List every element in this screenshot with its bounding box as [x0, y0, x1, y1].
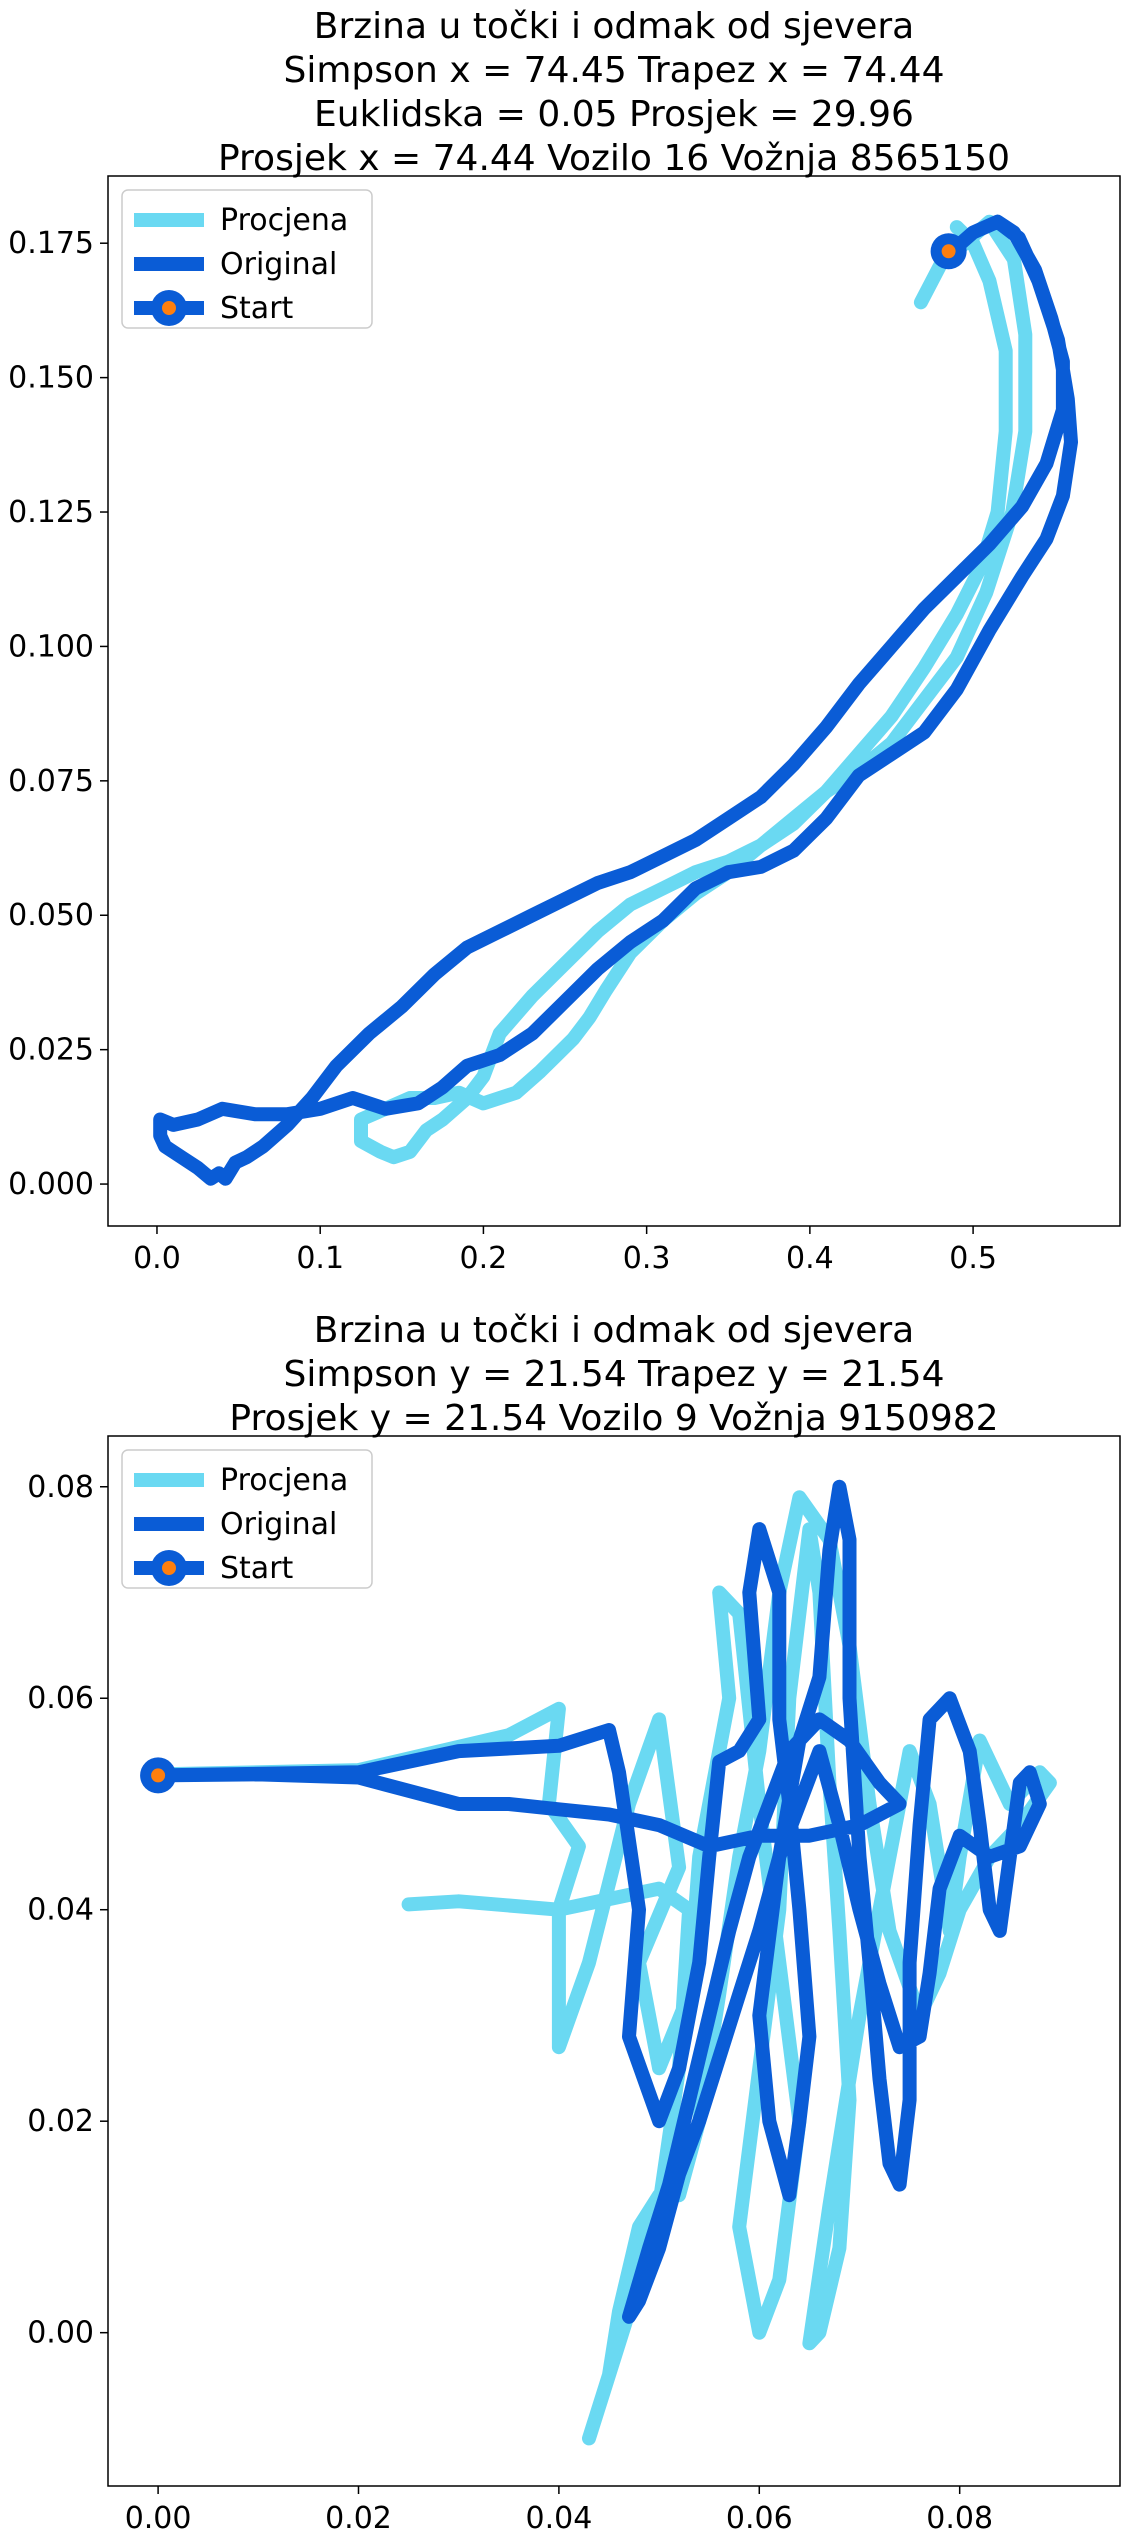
chart-2-title: Brzina u točki i odmak od sjevera Simpso…: [229, 1310, 998, 1439]
y-tick-label: 0.100: [8, 629, 94, 664]
chart-2-title-line-3: Prosjek y = 21.54 Vozilo 9 Vožnja 915098…: [229, 1398, 998, 1439]
chart-2-y-axis: 0.00 0.02 0.04 0.06 0.08: [27, 1470, 108, 2351]
y-tick-label: 0.175: [8, 226, 94, 261]
series-line-original: [151, 1479, 1047, 2324]
chart-1-title-line-4: Prosjek x = 74.44 Vozilo 16 Vožnja 85651…: [218, 138, 1010, 179]
start-marker-center: [941, 244, 956, 259]
x-tick-label: 0.00: [125, 2501, 192, 2534]
chart-1-legend: Procjena Original Start: [121, 189, 373, 329]
legend-label-start: Start: [220, 1551, 294, 1586]
y-tick-label: 0.00: [27, 2316, 94, 2351]
chart-1-title-line-1: Brzina u točki i odmak od sjevera: [314, 6, 915, 47]
x-tick-label: 0.3: [623, 1241, 671, 1276]
series-line-procjena: [354, 214, 1033, 1165]
chart-1-title: Brzina u točki i odmak od sjevera Simpso…: [218, 6, 1010, 179]
chart-1-y-axis: 0.000 0.025 0.050 0.075 0.100 0.125 0.150 0.175: [8, 226, 108, 1202]
x-tick-label: 0.1: [296, 1241, 344, 1276]
chart-1: Brzina u točki i odmak od sjevera Simpso…: [8, 6, 1121, 1276]
x-tick-label: 0.4: [786, 1241, 834, 1276]
y-tick-label: 0.150: [8, 361, 94, 396]
chart-2-axes-frame: [107, 1435, 1121, 2487]
start-marker-center: [151, 1768, 166, 1783]
chart-1-x-axis: 0.0 0.1 0.2 0.3 0.4 0.5: [133, 1226, 997, 1276]
y-tick-label: 0.000: [8, 1167, 94, 1202]
y-tick-label: 0.025: [8, 1033, 94, 1068]
chart-1-series-layer: [153, 214, 1078, 1186]
legend-start-marker-center: [162, 1561, 176, 1575]
chart-1-plot-area: [153, 214, 1078, 1186]
y-tick-label: 0.06: [27, 1681, 94, 1716]
legend-label-original: Original: [220, 1507, 337, 1542]
series-line-original: [153, 214, 1078, 1186]
chart-2-title-line-2: Simpson y = 21.54 Trapez y = 21.54: [284, 1354, 945, 1395]
y-tick-label: 0.04: [27, 1893, 94, 1928]
y-tick-label: 0.02: [27, 2104, 94, 2139]
legend-label-procjena: Procjena: [220, 1463, 348, 1498]
chart-2-legend: Procjena Original Start: [121, 1449, 373, 1589]
chart-1-title-line-2: Simpson x = 74.45 Trapez x = 74.44: [284, 50, 945, 91]
x-tick-label: 0.02: [325, 2501, 392, 2534]
chart-2-x-axis: 0.00 0.02 0.04 0.06 0.08: [125, 2486, 993, 2534]
chart-2-title-line-1: Brzina u točki i odmak od sjevera: [314, 1310, 915, 1351]
chart-1-axes-frame: [107, 175, 1121, 1227]
chart-2: Brzina u točki i odmak od sjevera Simpso…: [27, 1310, 1121, 2534]
legend-label-start: Start: [220, 291, 294, 326]
y-tick-label: 0.075: [8, 764, 94, 799]
y-tick-label: 0.08: [27, 1470, 94, 1505]
x-tick-label: 0.08: [926, 2501, 993, 2534]
x-tick-label: 0.06: [726, 2501, 793, 2534]
y-tick-label: 0.125: [8, 495, 94, 530]
legend-label-original: Original: [220, 247, 337, 282]
chart-2-series-layer: [140, 1479, 1057, 2446]
chart-2-plot-area: [140, 1479, 1057, 2446]
legend-label-procjena: Procjena: [220, 203, 348, 238]
legend-start-marker-center: [162, 301, 176, 315]
x-tick-label: 0.0: [133, 1241, 181, 1276]
y-tick-label: 0.050: [8, 898, 94, 933]
x-tick-label: 0.04: [525, 2501, 592, 2534]
x-tick-label: 0.5: [949, 1241, 997, 1276]
x-tick-label: 0.2: [460, 1241, 508, 1276]
chart-1-title-line-3: Euklidska = 0.05 Prosjek = 29.96: [314, 94, 914, 135]
